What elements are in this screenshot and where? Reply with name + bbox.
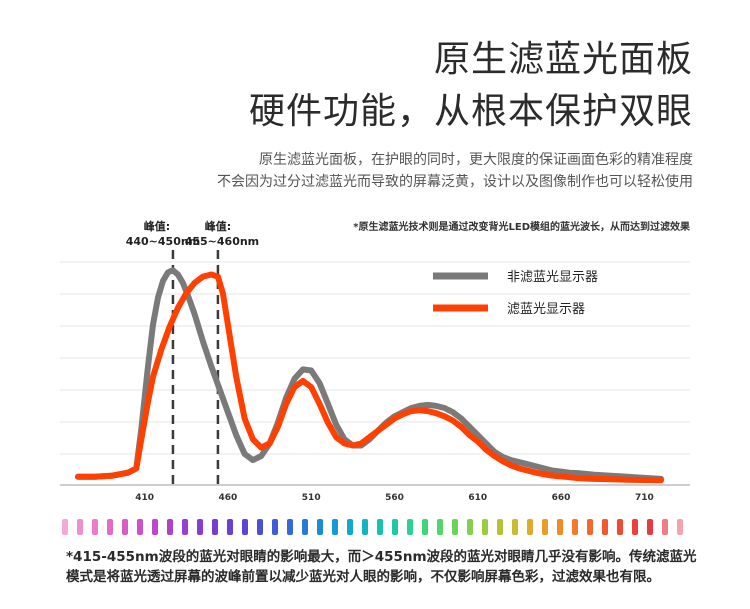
peak-markers: 峰值: 440~450nm 峰值: 455~460nm	[126, 219, 259, 485]
legend-label: 非滤蓝光显示器	[507, 270, 598, 285]
description-line-2: 不会因为过分过滤蓝光而导致的屏幕泛黄，设计以及图像制作也可以轻松使用	[217, 174, 693, 190]
spectrum-bar	[347, 519, 353, 535]
spectrum-bar	[272, 519, 278, 535]
spectrum-bar	[377, 519, 383, 535]
spectrum-bar	[227, 519, 233, 535]
spectrum-bar	[317, 519, 323, 535]
spectrum-bar	[647, 519, 653, 535]
color-spectrum-strip	[62, 519, 683, 535]
peak-range: 455~460nm	[185, 235, 259, 248]
spectrum-bar	[152, 519, 158, 535]
peak-label: 峰值:	[205, 219, 231, 233]
chart-note: *原生滤蓝光技术则是通过改变背光LED模组的蓝光波长，从而达到过滤效果	[353, 220, 691, 233]
spectrum-bar	[137, 519, 143, 535]
spectrum-bar	[242, 519, 248, 535]
spectrum-chart: 峰值: 440~450nm 峰值: 455~460nm 410 460 510 560 610…	[60, 219, 691, 535]
spectrum-bar	[452, 519, 458, 535]
spectrum-bar	[662, 519, 668, 535]
grid-lines	[60, 261, 690, 486]
spectrum-bar	[62, 519, 68, 535]
spectrum-bar	[257, 519, 263, 535]
x-tick-label: 510	[302, 493, 321, 503]
peak-range: 440~450nm	[126, 235, 200, 248]
x-tick-label: 460	[219, 493, 238, 503]
x-tick-label: 710	[635, 493, 654, 503]
spectrum-bar	[212, 519, 218, 535]
spectrum-bar	[542, 519, 548, 535]
spectrum-bar	[107, 519, 113, 535]
footnote: *415-455nm波段的蓝光对眼睛的影响最大，而＞455nm波段的蓝光对眼睛几…	[66, 549, 697, 585]
x-tick-label: 560	[385, 493, 404, 503]
spectrum-bar	[467, 519, 473, 535]
spectrum-bar	[332, 519, 338, 535]
spectrum-bar	[497, 519, 503, 535]
spectrum-bar	[362, 519, 368, 535]
spectrum-bar	[422, 519, 428, 535]
spectrum-bar	[302, 519, 308, 535]
x-tick-label: 410	[135, 493, 154, 503]
spectrum-bar	[602, 519, 608, 535]
legend-label: 滤蓝光显示器	[507, 302, 585, 317]
spectrum-bar	[407, 519, 413, 535]
page-title: 原生滤蓝光面板	[433, 39, 693, 80]
x-axis: 410 460 510 560 610 660 710	[135, 493, 654, 503]
spectrum-bar	[632, 519, 638, 535]
spectrum-bar	[512, 519, 518, 535]
spectrum-bar	[197, 519, 203, 535]
spectrum-bar	[527, 519, 533, 535]
spectrum-bar	[122, 519, 128, 535]
peak-label: 峰值:	[144, 219, 170, 233]
series-lines	[75, 267, 664, 484]
spectrum-bar	[572, 519, 578, 535]
spectrum-bar	[287, 519, 293, 535]
spectrum-bar	[587, 519, 593, 535]
spectrum-bar	[77, 519, 83, 535]
spectrum-bar	[617, 519, 623, 535]
spectrum-bar	[182, 519, 188, 535]
page-subtitle: 硬件功能，从根本保护双眼	[248, 91, 693, 132]
series-line-non-filtered	[75, 267, 664, 482]
spectrum-bar	[677, 519, 683, 535]
x-tick-label: 660	[552, 493, 571, 503]
x-tick-label: 610	[468, 493, 487, 503]
spectrum-bar	[167, 519, 173, 535]
spectrum-bar	[482, 519, 488, 535]
spectrum-bar	[92, 519, 98, 535]
spectrum-bar	[557, 519, 563, 535]
spectrum-bar	[392, 519, 398, 535]
series-line-filtered	[75, 271, 664, 484]
spectrum-bar	[437, 519, 443, 535]
description-line-1: 原生滤蓝光面板，在护眼的同时，更大限度的保证画面色彩的精准程度	[259, 152, 693, 168]
